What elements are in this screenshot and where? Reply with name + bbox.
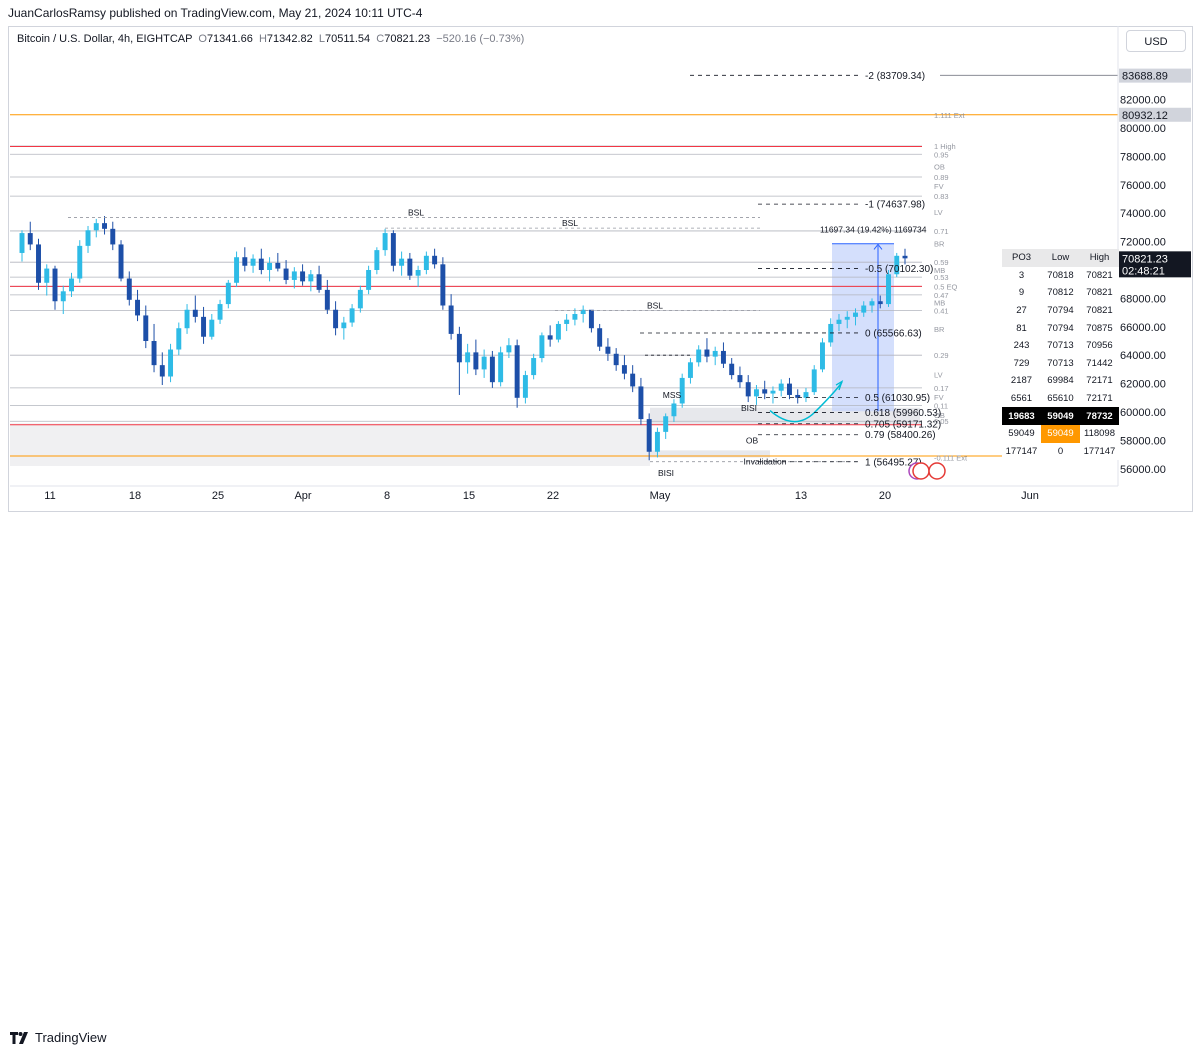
low-value: 70511.54 (325, 33, 371, 45)
high-value: 71342.82 (266, 33, 313, 45)
table-row: 81 70794 70875 (1002, 319, 1119, 337)
table-cell: 70713 (1041, 354, 1080, 373)
table-cell: 70875 (1080, 319, 1119, 337)
symbol-legend: Bitcoin / U.S. Dollar, 4h, EIGHTCAP O713… (17, 33, 524, 45)
table-row: 9 70812 70821 (1002, 284, 1119, 302)
table-row: 177147 0 177147 (1002, 442, 1119, 461)
table-cell: 118098 (1080, 424, 1119, 443)
table-cell: 59049 (1002, 424, 1041, 443)
table-cell: 729 (1002, 354, 1041, 373)
chart-frame[interactable] (8, 26, 1193, 512)
table-cell: 9 (1002, 284, 1041, 302)
tradingview-logo[interactable]: TradingView (10, 1030, 107, 1045)
table-cell: 3 (1002, 266, 1041, 285)
table-cell: 59049 (1041, 424, 1080, 443)
table-row: 59049 59049 118098 (1002, 424, 1119, 443)
table-cell: 243 (1002, 336, 1041, 355)
table-cell: 65610 (1041, 389, 1080, 408)
table-cell: 71442 (1080, 354, 1119, 373)
table-cell: 70794 (1041, 301, 1080, 320)
symbol-title: Bitcoin / U.S. Dollar, 4h, EIGHTCAP (17, 33, 193, 45)
table-row: 243 70713 70956 (1002, 336, 1119, 355)
table-header-cell: High (1080, 249, 1119, 267)
table-header-cell: Low (1041, 249, 1080, 267)
open-label: O (198, 33, 207, 45)
table-cell: 177147 (1002, 442, 1041, 461)
table-cell: 70821 (1080, 266, 1119, 285)
table-cell: 69984 (1041, 372, 1080, 390)
table-cell: 70821 (1080, 284, 1119, 302)
tradingview-brand: TradingView (35, 1030, 107, 1045)
close-label: C (376, 33, 385, 45)
table-cell: 78732 (1080, 407, 1119, 425)
table-cell: 70812 (1041, 284, 1080, 302)
table-row: 6561 65610 72171 (1002, 389, 1119, 408)
table-cell: 70794 (1041, 319, 1080, 337)
table-row: 27 70794 70821 (1002, 301, 1119, 320)
table-cell: 2187 (1002, 372, 1041, 390)
table-cell: 59049 (1041, 407, 1080, 425)
table-row: 2187 69984 72171 (1002, 372, 1119, 390)
table-cell: 72171 (1080, 372, 1119, 390)
table-cell: 81 (1002, 319, 1041, 337)
tradingview-icon (10, 1031, 30, 1044)
table-cell: 70713 (1041, 336, 1080, 355)
po3-table: PO3 Low High 3 70818 70821 9 70812 70821 27 70794 7… (1002, 249, 1119, 461)
table-cell: 19683 (1002, 407, 1041, 425)
change-value: −520.16 (−0.73%) (436, 33, 525, 45)
table-cell: 0 (1041, 442, 1080, 461)
high-label: H (258, 33, 267, 45)
table-row: 729 70713 71442 (1002, 354, 1119, 373)
currency-button[interactable]: USD (1126, 30, 1186, 52)
open-value: 71341.66 (206, 33, 253, 45)
table-cell: 70956 (1080, 336, 1119, 355)
publish-info: JuanCarlosRamsy published on TradingView… (8, 6, 423, 20)
table-header-row: PO3 Low High (1002, 249, 1119, 267)
table-cell: 6561 (1002, 389, 1041, 408)
footer: TradingView (0, 512, 1200, 1045)
publish-bar: JuanCarlosRamsy published on TradingView… (0, 0, 1200, 26)
table-cell: 27 (1002, 301, 1041, 320)
low-label: L (318, 33, 326, 45)
table-cell: 70818 (1041, 266, 1080, 285)
table-header-cell: PO3 (1002, 249, 1041, 267)
close-value: 70821.23 (384, 33, 431, 45)
table-cell: 70821 (1080, 301, 1119, 320)
table-cell: 177147 (1080, 442, 1119, 461)
table-row: 19683 59049 78732 (1002, 407, 1119, 425)
table-cell: 72171 (1080, 389, 1119, 408)
table-row: 3 70818 70821 (1002, 266, 1119, 285)
